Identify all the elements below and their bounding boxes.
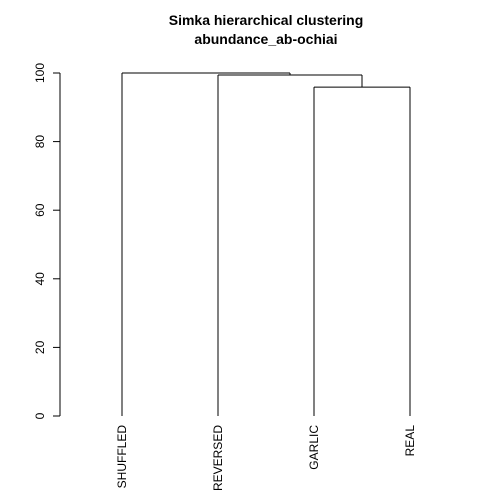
leaf-label: GARLIC — [307, 425, 321, 470]
leaf-label: REVERSED — [211, 425, 225, 491]
y-tick-label: 0 — [33, 412, 47, 419]
leaf-label: SHUFFLED — [115, 425, 129, 489]
y-tick-label: 40 — [33, 272, 47, 286]
y-tick-label: 20 — [33, 340, 47, 354]
y-tick-label: 60 — [33, 203, 47, 217]
chart-title: Simka hierarchical clustering — [169, 12, 364, 28]
y-tick-label: 100 — [33, 63, 47, 83]
y-tick-label: 80 — [33, 135, 47, 149]
leaf-label: REAL — [403, 425, 417, 457]
chart-subtitle: abundance_ab-ochiai — [194, 31, 337, 47]
